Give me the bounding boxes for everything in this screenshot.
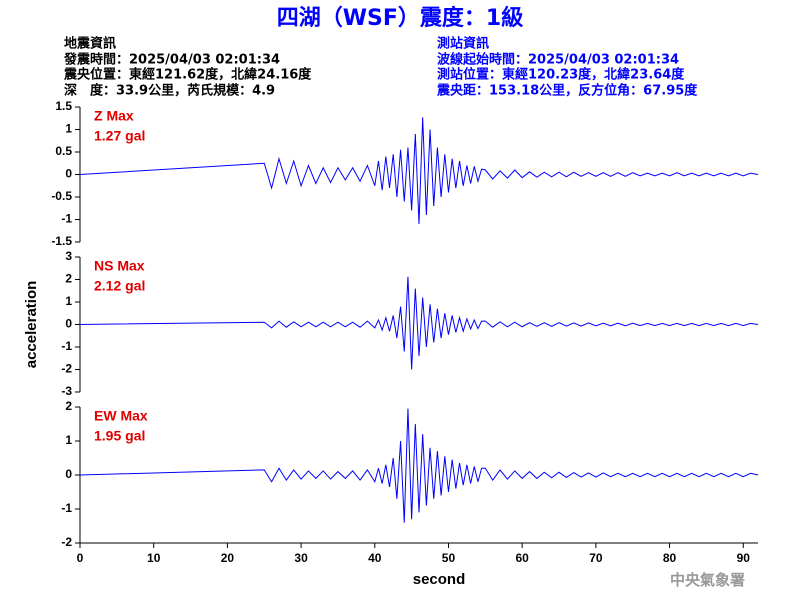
info-right: 測站位置：東經120.23度，北緯23.64度: [437, 67, 685, 83]
info-left: 發震時間：2025/04/03 02:01:34: [63, 52, 280, 68]
x-tick-label: 30: [294, 551, 308, 565]
y-tick-label: 1.5: [55, 99, 72, 113]
waveform: [79, 117, 759, 225]
waveform: [79, 408, 759, 523]
y-tick-label: -2: [61, 362, 72, 376]
x-tick-label: 40: [368, 551, 382, 565]
y-tick-label: -0.5: [51, 189, 72, 203]
y-tick-label: 1: [65, 122, 72, 136]
info-left: 深 度：33.9公里，芮氏規模：4.9: [64, 83, 275, 99]
y-tick-label: -1: [61, 339, 72, 353]
x-tick-label: 10: [147, 551, 161, 565]
y-tick-label: -1: [61, 212, 72, 226]
y-tick-label: 0.5: [55, 144, 72, 158]
annotation: 2.12 gal: [94, 278, 145, 294]
waveform: [79, 276, 759, 370]
annotation: EW Max: [94, 408, 148, 424]
info-right: 波線起始時間：2025/04/03 02:01:34: [437, 52, 679, 68]
x-tick-label: 50: [442, 551, 456, 565]
y-tick-label: -1: [61, 501, 72, 515]
x-tick-label: 80: [663, 551, 677, 565]
y-tick-label: 0: [65, 167, 72, 181]
x-tick-label: 90: [737, 551, 751, 565]
annotation: Z Max: [94, 108, 134, 124]
y-tick-label: -3: [61, 384, 72, 398]
x-axis-label: second: [413, 571, 466, 588]
y-tick-label: 1: [65, 433, 72, 447]
y-tick-label: 2: [65, 272, 72, 286]
y-tick-label: 2: [65, 399, 72, 413]
y-tick-label: 3: [65, 249, 72, 263]
x-tick-label: 60: [515, 551, 529, 565]
info-left: 震央位置：東經121.62度，北緯24.16度: [63, 67, 312, 83]
footer: 中央氣象署: [670, 571, 745, 589]
info-right: 測站資訊: [437, 36, 489, 52]
y-tick-label: 1: [65, 294, 72, 308]
annotation: 1.27 gal: [94, 128, 145, 144]
y-tick-label: -1.5: [51, 234, 72, 248]
y-tick-label: 0: [65, 467, 72, 481]
x-tick-label: 0: [77, 551, 84, 565]
annotation: 1.95 gal: [94, 428, 145, 444]
y-tick-label: 0: [65, 317, 72, 331]
info-right: 震央距：153.18公里，反方位角：67.95度: [436, 83, 698, 99]
y-tick-label: -2: [61, 535, 72, 549]
y-axis-label: acceleration: [23, 281, 40, 369]
annotation: NS Max: [94, 258, 145, 274]
title: 四湖（WSF）震度：1級: [277, 5, 523, 31]
x-tick-label: 70: [589, 551, 603, 565]
info-left: 地震資訊: [64, 36, 116, 52]
x-tick-label: 20: [221, 551, 235, 565]
